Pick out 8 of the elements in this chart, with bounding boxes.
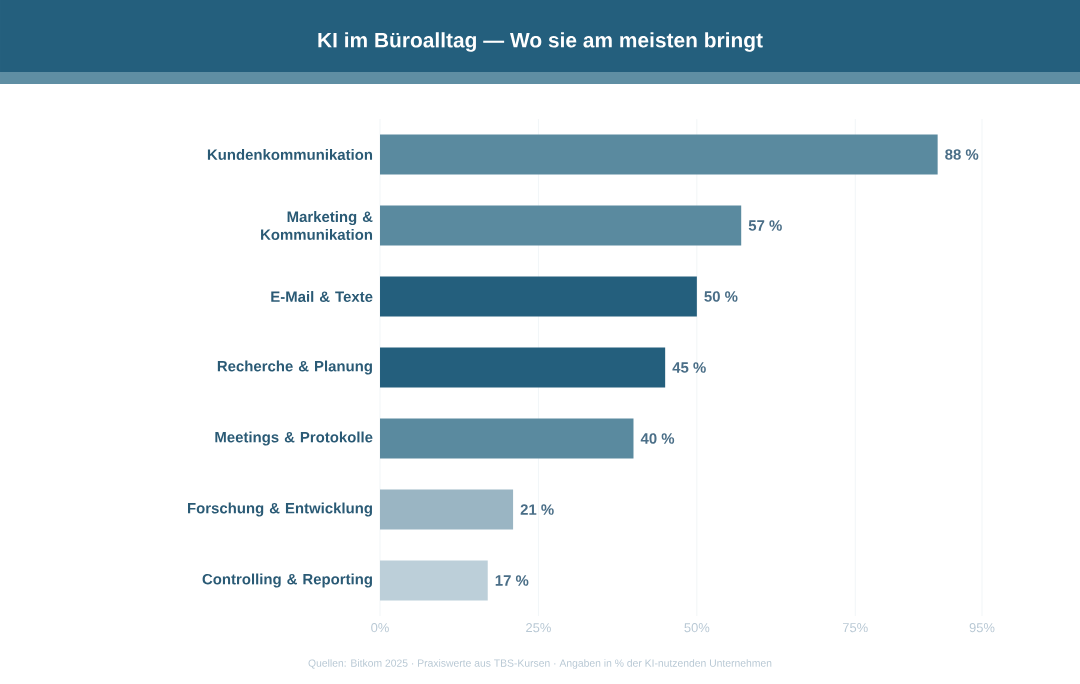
- bar: [380, 418, 634, 459]
- bar: [380, 489, 514, 530]
- chart-title: KI im Büroalltag — Wo sie am meisten bringt: [318, 32, 763, 52]
- bar: [380, 276, 697, 317]
- bar: [380, 134, 938, 175]
- bar: [380, 205, 742, 246]
- bar: [380, 347, 666, 388]
- bar: [380, 560, 488, 601]
